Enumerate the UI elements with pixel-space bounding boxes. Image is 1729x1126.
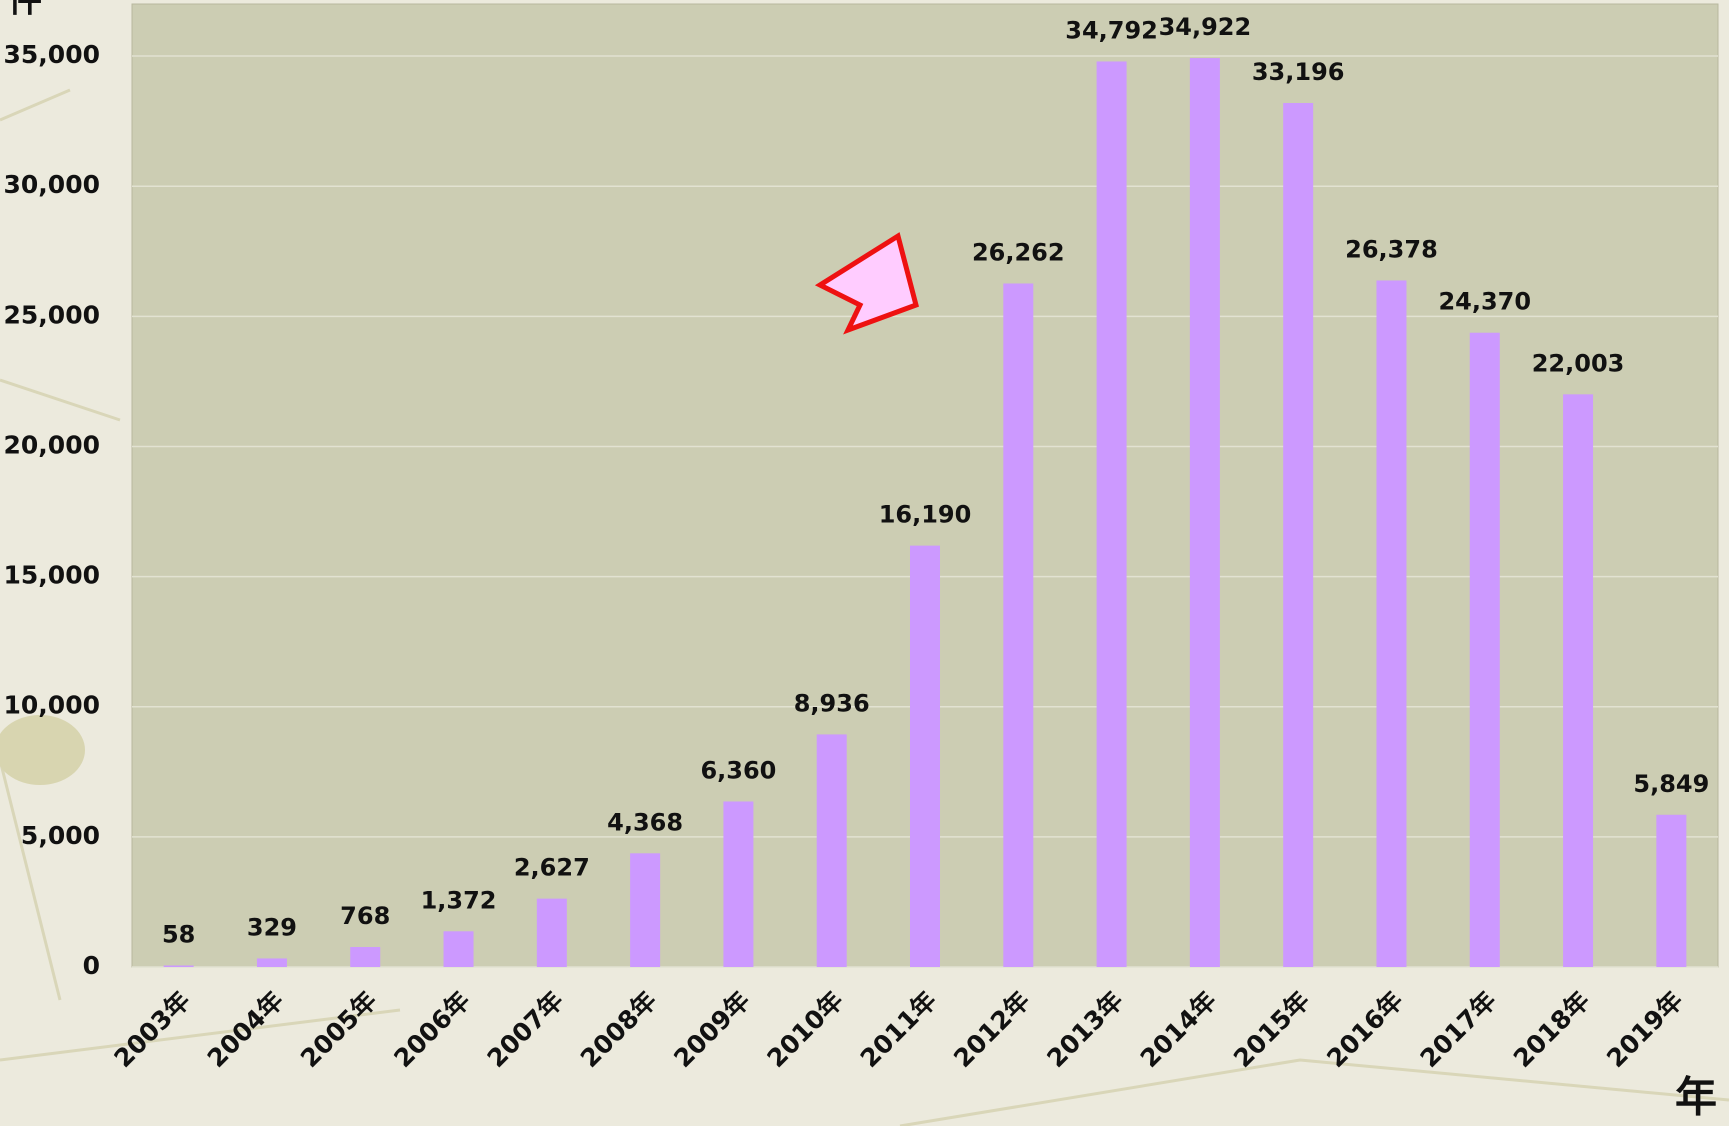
x-tick-label: 2016年 — [1321, 986, 1408, 1073]
x-tick-label: 2014年 — [1135, 986, 1222, 1073]
bar — [816, 734, 847, 967]
x-tick-label: 2008年 — [575, 986, 662, 1073]
y-tick-label: 15,000 — [4, 561, 100, 590]
value-label: 8,936 — [794, 689, 870, 717]
x-tick-label: 2005年 — [295, 986, 382, 1073]
value-label: 34,792 — [1065, 16, 1158, 44]
value-label: 34,922 — [1159, 13, 1252, 41]
x-tick-label: 2017年 — [1415, 986, 1502, 1073]
value-label: 768 — [340, 902, 390, 930]
x-axis-label: 年 — [1675, 1073, 1717, 1122]
x-tick-label: 2010年 — [762, 986, 849, 1073]
x-tick-label: 2003年 — [108, 986, 195, 1073]
value-label: 33,196 — [1252, 58, 1345, 86]
bar — [350, 947, 381, 967]
value-label: 2,627 — [514, 854, 590, 882]
value-label: 22,003 — [1532, 349, 1625, 377]
value-label: 5,849 — [1633, 770, 1709, 798]
x-tick-label: 2004年 — [202, 986, 289, 1073]
bar — [910, 545, 940, 967]
y-axis-label: 件 — [8, 0, 42, 21]
x-tick-label: 2012年 — [948, 986, 1035, 1073]
y-tick-label: 35,000 — [4, 40, 100, 69]
bar — [1283, 103, 1314, 967]
background-decoration — [0, 88, 1729, 1126]
bar — [630, 853, 661, 967]
y-tick-label: 30,000 — [4, 170, 100, 199]
bar — [536, 898, 567, 967]
bar — [256, 958, 287, 967]
bar — [1656, 814, 1687, 967]
value-label: 26,262 — [972, 238, 1065, 266]
bar — [163, 965, 194, 967]
bar — [1563, 394, 1594, 967]
value-label: 16,190 — [879, 501, 972, 529]
value-label: 1,372 — [421, 886, 497, 914]
y-tick-label: 25,000 — [4, 300, 100, 329]
bar — [1469, 332, 1500, 968]
value-label: 4,368 — [607, 808, 683, 836]
x-tick-label: 2007年 — [482, 986, 569, 1073]
x-tick-label: 2009年 — [668, 986, 755, 1073]
x-tick-label: 2006年 — [388, 986, 475, 1073]
y-tick-label: 5,000 — [21, 821, 100, 850]
bar — [1003, 283, 1034, 967]
value-label: 58 — [162, 920, 195, 948]
value-label: 329 — [247, 913, 297, 941]
value-label: 26,378 — [1345, 235, 1438, 263]
arrow-annotation — [814, 232, 919, 335]
x-tick-label: 2019年 — [1601, 986, 1688, 1073]
x-tick-label: 2013年 — [1041, 986, 1128, 1073]
bar — [723, 801, 754, 967]
x-tick-label: 2018年 — [1508, 986, 1595, 1073]
bar — [443, 931, 474, 967]
y-tick-label: 20,000 — [4, 430, 100, 459]
bar — [1096, 61, 1127, 968]
bar — [1376, 280, 1407, 967]
x-tick-label: 2011年 — [855, 986, 942, 1073]
y-tick-label: 10,000 — [4, 691, 100, 720]
y-tick-label: 0 — [83, 951, 100, 980]
value-label: 24,370 — [1438, 288, 1531, 316]
value-label: 6,360 — [700, 756, 776, 784]
bar — [1189, 58, 1220, 967]
